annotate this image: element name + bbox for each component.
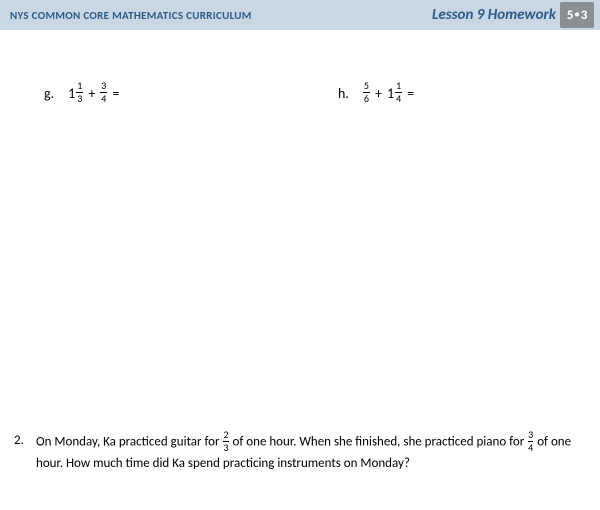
wp-part2: of one hour. When she finished, she prac… [230,434,528,449]
problem-g-equals: = [112,85,119,102]
word-problem-2: 2. On Monday, Ka practiced guitar for 23… [14,431,586,474]
lesson-title: Lesson 9 Homework [432,6,556,24]
word-problem-number: 2. [14,431,36,474]
problem-h-term2: 1 1 4 [387,82,402,105]
wp-part1: On Monday, Ka practiced guitar for [36,434,222,449]
problem-g-term1-whole: 1 [68,85,75,102]
module-dot-icon: ● [574,9,579,20]
problem-h-operator: + [375,85,382,102]
problem-g-term1-frac: 1 3 [76,81,83,104]
problems-row: g. 1 1 3 + 3 4 = h. 5 6 + 1 1 4 = [0,30,600,105]
problem-g-term2-frac: 3 4 [100,81,107,104]
problem-h-term2-frac: 1 4 [395,81,402,104]
problem-g: g. 1 1 3 + 3 4 = [44,82,338,105]
problem-letter-h: h. [338,85,349,102]
module-number: 3 [581,8,588,23]
module-badge: 5 ● 3 [560,2,594,28]
problem-h: h. 5 6 + 1 1 4 = [338,82,414,105]
problem-h-term1-frac: 5 6 [363,81,370,104]
wp-frac1: 23 [223,430,228,453]
page-header: NYS COMMON CORE MATHEMATICS CURRICULUM L… [0,0,600,30]
problem-g-operator: + [88,85,95,102]
curriculum-label: NYS COMMON CORE MATHEMATICS CURRICULUM [10,9,252,22]
problem-h-term2-whole: 1 [387,85,394,102]
wp-frac2: 34 [528,430,533,453]
problem-g-term1: 1 1 3 [68,82,83,105]
module-grade: 5 [567,8,574,23]
problem-letter-g: g. [44,85,54,102]
problem-h-equals: = [407,85,414,102]
word-problem-text: On Monday, Ka practiced guitar for 23 of… [36,431,586,474]
